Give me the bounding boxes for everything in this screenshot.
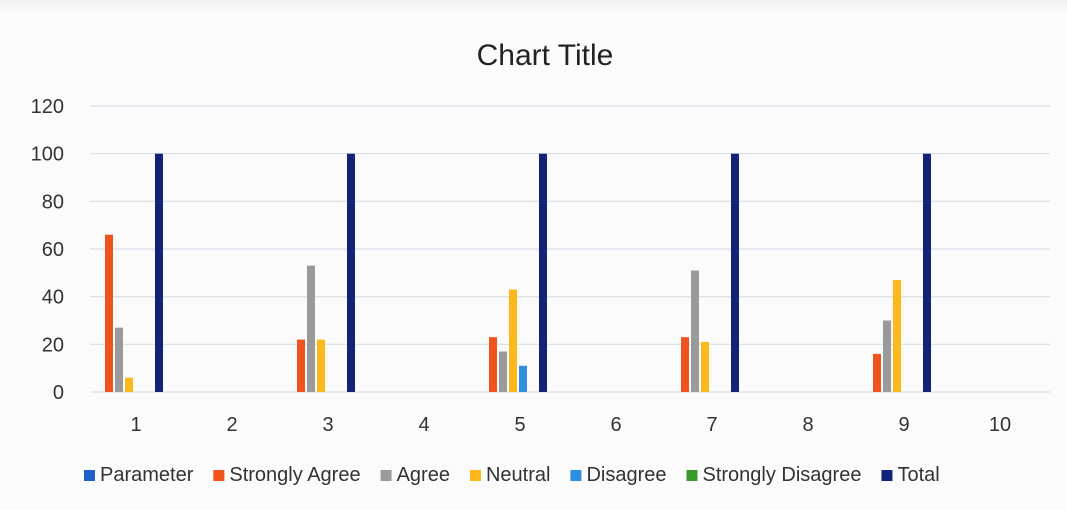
legend-label: Total — [897, 464, 939, 486]
bar-strongly-agree-3 — [297, 339, 305, 392]
x-tick-label: 8 — [802, 414, 813, 436]
bar-neutral-3 — [317, 339, 325, 392]
bar-neutral-1 — [125, 377, 133, 392]
bar-agree-5 — [499, 351, 507, 392]
bar-agree-1 — [115, 327, 123, 392]
legend-label: Neutral — [486, 464, 550, 486]
y-tick-label: 100 — [31, 144, 64, 166]
x-tick-label: 2 — [226, 414, 237, 436]
legend-label: Parameter — [100, 464, 194, 486]
bar-total-3 — [347, 153, 355, 392]
legend-label: Disagree — [586, 464, 666, 486]
bar-total-5 — [539, 153, 547, 392]
x-tick-label: 10 — [989, 414, 1011, 436]
chart-title: Chart Title — [477, 39, 614, 72]
top-edge — [0, 0, 1067, 12]
y-tick-label: 60 — [42, 239, 64, 261]
y-tick-label: 80 — [42, 191, 64, 213]
bar-strongly-agree-5 — [489, 337, 497, 392]
y-tick-label: 20 — [42, 334, 64, 356]
bar-disagree-5 — [519, 365, 527, 392]
legend-label: Strongly Disagree — [702, 464, 861, 486]
bar-strongly-agree-9 — [873, 353, 881, 392]
legend-label: Strongly Agree — [229, 464, 360, 486]
bar-agree-3 — [307, 265, 315, 392]
bar-neutral-7 — [701, 341, 709, 392]
bar-strongly-agree-7 — [681, 337, 689, 392]
bar-agree-7 — [691, 270, 699, 392]
bar-neutral-9 — [893, 279, 901, 392]
x-tick-label: 4 — [418, 414, 429, 436]
bar-total-7 — [731, 153, 739, 392]
y-tick-label: 40 — [42, 287, 64, 309]
bar-agree-9 — [883, 320, 891, 392]
legend-swatch-strongly-agree — [213, 470, 225, 481]
bar-total-9 — [923, 153, 931, 392]
y-tick-label: 120 — [31, 96, 64, 118]
x-tick-label: 6 — [610, 414, 621, 436]
legend-swatch-disagree — [570, 470, 582, 481]
legend-swatch-neutral — [469, 470, 481, 481]
bar-strongly-agree-1 — [105, 234, 113, 392]
legend-swatch-parameter — [84, 470, 95, 481]
y-tick-label: 0 — [53, 382, 64, 404]
legend-swatch-total — [881, 470, 893, 481]
bar-neutral-5 — [509, 289, 517, 392]
legend-label: Agree — [397, 464, 450, 486]
legend-swatch-agree — [380, 470, 392, 481]
bar-total-1 — [155, 153, 163, 392]
x-tick-label: 5 — [514, 414, 525, 436]
legend-swatch-strongly-disagree — [686, 470, 698, 481]
x-tick-label: 7 — [706, 414, 717, 436]
x-tick-label: 3 — [322, 414, 333, 436]
x-tick-label: 1 — [130, 414, 141, 436]
x-tick-label: 9 — [898, 414, 909, 436]
